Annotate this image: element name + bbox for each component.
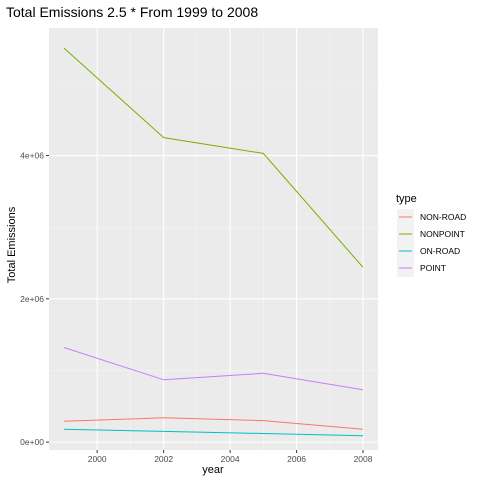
x-tick-label: 2000 xyxy=(88,454,107,464)
x-tick-label: 2006 xyxy=(287,454,306,464)
x-tick-label: 2008 xyxy=(354,454,373,464)
legend-item-on-road: ON-ROAD xyxy=(397,243,460,260)
x-tick-label: 2002 xyxy=(154,454,173,464)
x-axis-title: year xyxy=(202,464,224,476)
legend-label-point: POINT xyxy=(420,263,446,273)
legend-item-non-road: NON-ROAD xyxy=(397,209,466,226)
y-axis-title: Total Emissions xyxy=(6,206,18,283)
legend-title: type xyxy=(396,193,417,205)
legend-items: NON-ROAD NONPOINT ON-ROAD POINT xyxy=(397,209,466,277)
y-tick-label: 2e+06 xyxy=(20,294,44,304)
chart-title: Total Emissions 2.5 * From 1999 to 2008 xyxy=(6,4,258,20)
x-tick-label: 2004 xyxy=(221,454,240,464)
y-tick-label: 4e+06 xyxy=(20,151,44,161)
y-tick-labels: 0e+00 2e+06 4e+06 xyxy=(20,151,44,448)
legend-label-nonpoint: NONPOINT xyxy=(420,229,465,239)
legend-label-non-road: NON-ROAD xyxy=(420,212,466,222)
legend-item-point: POINT xyxy=(397,260,446,277)
plot-panel xyxy=(49,28,378,450)
legend-item-nonpoint: NONPOINT xyxy=(397,226,465,243)
legend-label-on-road: ON-ROAD xyxy=(420,246,460,256)
legend: type NON-ROAD NONPOINT ON-ROAD POINT xyxy=(396,193,466,277)
x-tick-labels: 2000 2002 2004 2006 2008 xyxy=(88,454,373,464)
y-tick-label: 0e+00 xyxy=(20,437,44,447)
